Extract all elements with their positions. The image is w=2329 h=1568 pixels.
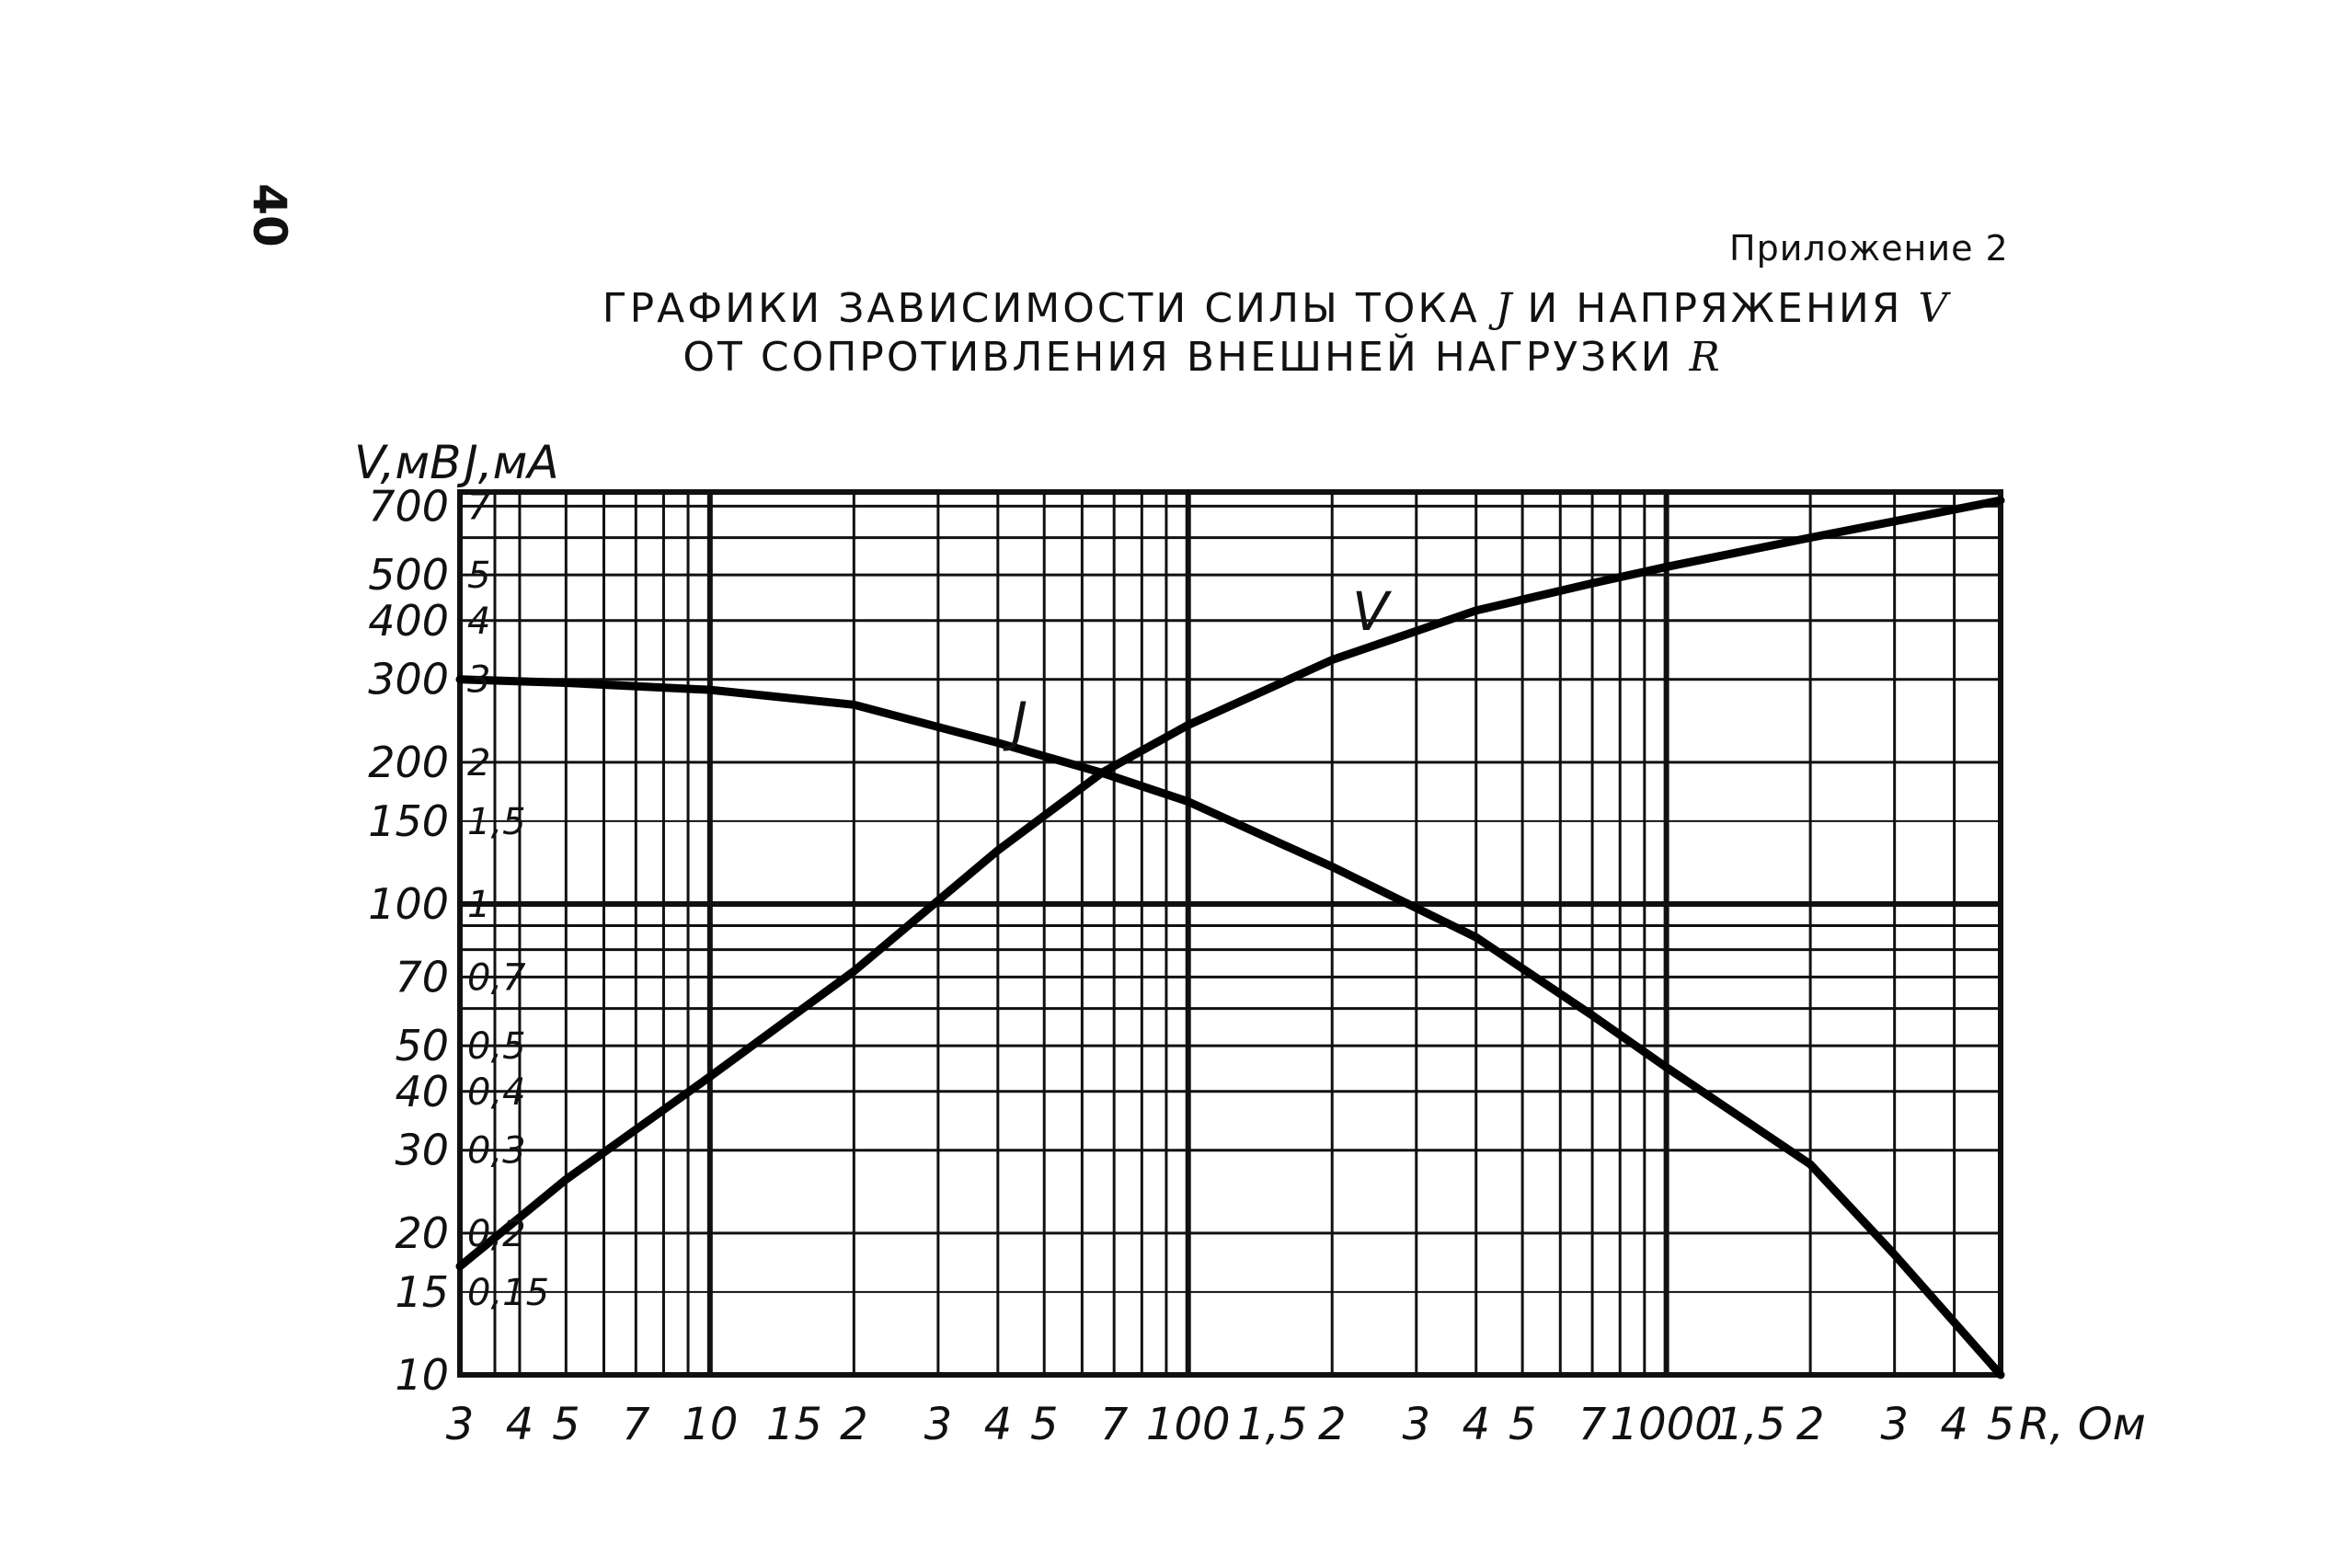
x-tick-label: 1,5	[1237, 1399, 1307, 1450]
y-current-tick-label: 0,7	[467, 956, 526, 999]
x-tick-label: 5	[552, 1399, 580, 1450]
x-tick-label: 1,5	[1715, 1399, 1785, 1450]
chart-title-line2: ОТ СОПРОТИВЛЕНИЯ ВНЕШНЕЙ НАГРУЗКИ R	[0, 334, 2329, 381]
title-text-3: ОТ СОПРОТИВЛЕНИЯ ВНЕШНЕЙ НАГРУЗКИ	[683, 334, 1674, 381]
y-voltage-tick-label: 150	[368, 796, 449, 846]
x-tick-label: 15	[766, 1399, 822, 1450]
y-voltage-tick-label: 200	[368, 738, 449, 787]
y-voltage-tick-label: 30	[395, 1126, 449, 1175]
chart-border	[457, 489, 2003, 1378]
series-line-v	[455, 496, 2005, 1271]
y-voltage-tick-label: 700	[368, 481, 449, 531]
y-voltage-tick-label: 20	[395, 1208, 449, 1258]
y-current-tick-label: 2	[467, 742, 490, 784]
x-tick-label: 4	[984, 1399, 1013, 1450]
x-tick-label: 2	[840, 1399, 868, 1450]
x-tick-label: 3	[1403, 1399, 1431, 1450]
y-voltage-tick-label: 300	[368, 655, 449, 704]
y-current-tick-label: 3	[467, 659, 490, 702]
y-voltage-tick-label: 500	[368, 550, 449, 600]
y-voltage-tick-label: 10	[395, 1350, 449, 1400]
x-tick-label: 7	[1578, 1399, 1607, 1450]
x-tick-label: 5	[1509, 1399, 1537, 1450]
chart-title-line1: ГРАФИКИ ЗАВИСИМОСТИ СИЛЫ ТОКА J И НАПРЯЖ…	[0, 285, 2329, 332]
chart-curves	[455, 496, 2005, 1379]
y-voltage-tick-label: 15	[395, 1267, 449, 1317]
x-tick-label: 5	[1030, 1399, 1059, 1450]
x-tick-label: 100	[1146, 1399, 1231, 1450]
x-tick-label: 4	[506, 1399, 534, 1450]
y-current-tick-label: 1	[467, 884, 490, 926]
x-tick-label: 3	[1880, 1399, 1909, 1450]
y-voltage-tick-label: 100	[368, 879, 449, 929]
y-current-tick-label: 0,5	[467, 1025, 526, 1068]
x-tick-label: 5	[1987, 1399, 2015, 1450]
title-var-current: J	[1495, 285, 1512, 332]
y-voltage-tick-label: 40	[395, 1067, 449, 1116]
x-tick-label: 2	[1796, 1399, 1825, 1450]
series-annotation: V	[1352, 580, 1393, 643]
y-current-axis-label: J,мА	[456, 436, 559, 489]
y-current-tick-label: 0,4	[467, 1071, 526, 1114]
y-voltage-tick-label: 70	[395, 952, 449, 1001]
x-tick-label: 7	[1100, 1399, 1129, 1450]
chart-frame	[457, 489, 2003, 1378]
title-var-voltage: V	[1918, 285, 1948, 332]
x-axis-label: R, Ом	[2019, 1399, 2146, 1450]
x-tick-label: 7	[622, 1399, 650, 1450]
x-tick-label: 3	[924, 1399, 953, 1450]
y-current-tick-label: 7	[467, 486, 491, 528]
series-line-j	[455, 675, 2005, 1379]
title-var-resistance: R	[1689, 334, 1720, 381]
y-current-tick-label: 0,15	[467, 1272, 549, 1314]
y-current-tick-label: 1,5	[467, 801, 526, 843]
title-text-2: И НАПРЯЖЕНИЯ	[1527, 285, 1903, 332]
y-current-tick-label: 0,3	[467, 1130, 526, 1173]
x-tick-label: 4	[1462, 1399, 1490, 1450]
y-voltage-tick-label: 400	[368, 596, 449, 646]
x-tick-label: 1000	[1611, 1399, 1723, 1450]
x-tick-label: 4	[1940, 1399, 1968, 1450]
appendix-label: Приложение 2	[1729, 228, 2009, 269]
y-voltage-axis-label: V,мВ	[354, 436, 461, 489]
y-current-tick-label: 5	[467, 555, 490, 597]
y-current-tick-label: 4	[467, 601, 490, 643]
x-tick-label: 2	[1318, 1399, 1347, 1450]
chart-grid	[458, 492, 2002, 1378]
x-tick-label: 3	[446, 1399, 475, 1450]
y-current-tick-label: 0,2	[467, 1213, 526, 1255]
y-voltage-tick-label: 50	[395, 1021, 449, 1070]
x-tick-label: 10	[682, 1399, 738, 1450]
title-text-1: ГРАФИКИ ЗАВИСИМОСТИ СИЛЫ ТОКА	[602, 285, 1480, 332]
